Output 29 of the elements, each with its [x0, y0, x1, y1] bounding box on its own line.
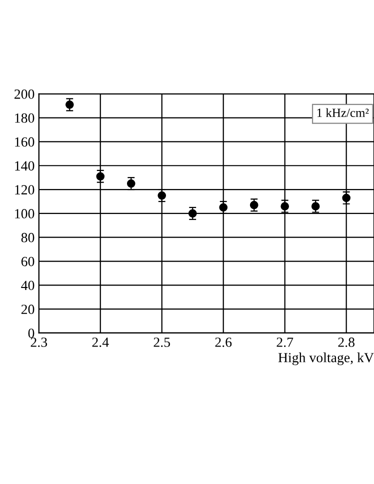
- y-tick-label: 80: [21, 232, 34, 242]
- point: [96, 172, 105, 181]
- point: [65, 100, 74, 109]
- y-tick-label: 140: [15, 161, 34, 171]
- point: [311, 202, 320, 210]
- x-axis-title: High voltage, kV: [278, 352, 374, 366]
- x-tick-label: 2.8: [338, 338, 354, 347]
- y-tick-label: 200: [14, 89, 34, 99]
- point: [188, 209, 197, 218]
- y-tick-label: 0: [28, 328, 34, 338]
- point: [219, 203, 228, 212]
- y-tick-label: 20: [21, 304, 34, 314]
- x-tick-label: 2.4: [92, 338, 109, 347]
- point: [342, 194, 350, 202]
- point: [158, 191, 166, 200]
- x-tick-label: 2.6: [215, 338, 232, 347]
- annotation: 1 kHz/cm²: [317, 108, 369, 118]
- point: [126, 179, 136, 188]
- y-tick-label: 40: [21, 280, 34, 290]
- point: [250, 200, 258, 210]
- x-tick-label: 2.7: [276, 338, 294, 347]
- x-tick-label: 2.3: [30, 338, 48, 347]
- y-tick-label: 120: [15, 185, 34, 194]
- y-tick-label: 100: [15, 209, 34, 218]
- x-tick-label: 2.5: [154, 338, 170, 347]
- y-tick-label: 160: [15, 137, 34, 147]
- y-tick-label: 180: [15, 113, 34, 123]
- point: [280, 202, 290, 210]
- y-tick-label: 60: [21, 256, 34, 266]
